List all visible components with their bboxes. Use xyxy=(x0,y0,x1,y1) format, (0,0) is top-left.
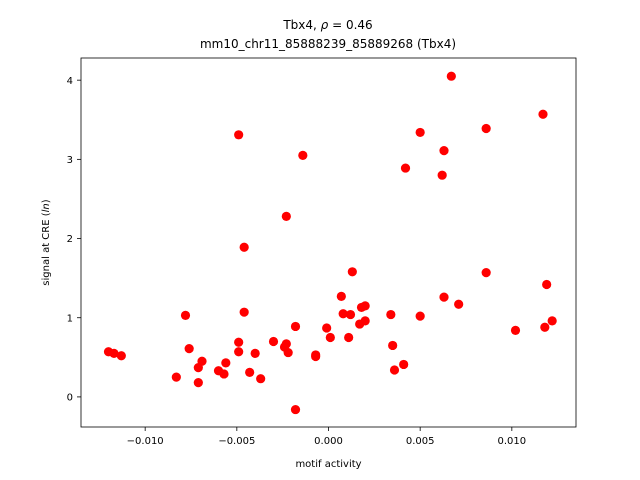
data-point-1 xyxy=(109,348,119,358)
data-point-43 xyxy=(389,365,400,375)
data-point-39 xyxy=(360,301,370,311)
data-point-59 xyxy=(547,316,557,326)
x-axis-label: motif activity xyxy=(295,459,361,470)
data-point-3 xyxy=(171,372,181,382)
data-point-17 xyxy=(245,367,255,377)
plot-frame xyxy=(80,57,577,428)
x-tick-label-4: 0.010 xyxy=(498,436,527,447)
data-point-10 xyxy=(219,369,229,379)
y-tick-label-0: 0 xyxy=(67,393,73,404)
x-tick-label-2: 0.000 xyxy=(314,436,343,447)
data-point-14 xyxy=(234,347,244,357)
data-point-15 xyxy=(239,242,249,252)
chart-title-line1: Tbx4, ρ = 0.46 xyxy=(282,18,372,32)
data-point-7 xyxy=(193,378,203,388)
data-point-36 xyxy=(347,267,357,277)
data-point-58 xyxy=(542,279,552,290)
data-point-25 xyxy=(290,321,301,332)
data-point-2 xyxy=(116,351,126,361)
y-tick-label-1: 1 xyxy=(67,313,73,324)
x-tick-label-0: −0.010 xyxy=(127,436,164,447)
data-point-26 xyxy=(290,404,301,415)
data-point-5 xyxy=(184,344,194,354)
x-axis-ticks: −0.010 −0.005 0.000 0.005 0.010 xyxy=(127,427,526,447)
data-point-51 xyxy=(446,71,456,81)
data-point-12 xyxy=(234,130,244,140)
data-point-49 xyxy=(439,146,449,156)
data-point-23 xyxy=(281,339,291,349)
chart-title-line2: mm10_chr11_85888239_85889268 (Tbx4) xyxy=(200,37,456,51)
data-point-48 xyxy=(437,170,447,180)
data-point-32 xyxy=(336,291,346,301)
data-point-40 xyxy=(360,316,370,326)
data-point-11 xyxy=(221,358,231,368)
data-point-24 xyxy=(283,347,293,358)
data-point-52 xyxy=(454,299,464,309)
data-point-20 xyxy=(268,336,279,347)
data-point-4 xyxy=(180,310,191,320)
chart-title-rho-value: = 0.46 xyxy=(328,18,372,32)
data-point-29 xyxy=(311,351,321,362)
data-point-50 xyxy=(439,292,449,302)
x-tick-label-3: 0.005 xyxy=(406,436,435,447)
data-point-54 xyxy=(481,267,491,278)
data-point-53 xyxy=(481,123,491,134)
y-axis-label: signal at CRE (ln) xyxy=(41,199,52,285)
data-point-45 xyxy=(400,163,411,173)
y-axis-label-close: ) xyxy=(41,199,52,203)
chart-title: Tbx4, ρ = 0.46 mm10_chr11_85888239_85889… xyxy=(200,18,456,51)
data-point-41 xyxy=(386,309,396,320)
y-tick-label-2: 2 xyxy=(67,234,73,245)
data-point-35 xyxy=(345,309,356,320)
scatter-points xyxy=(103,71,557,415)
y-axis-label-text: signal at CRE ( xyxy=(41,212,52,285)
data-point-57 xyxy=(540,322,550,332)
data-point-56 xyxy=(538,109,548,119)
data-point-55 xyxy=(510,325,521,335)
data-point-47 xyxy=(415,311,425,321)
data-point-22 xyxy=(281,211,291,221)
data-point-13 xyxy=(234,337,244,347)
data-point-8 xyxy=(197,356,207,366)
data-point-46 xyxy=(415,127,425,138)
x-tick-label-1: −0.005 xyxy=(218,436,255,447)
chart-title-rho-symbol: ρ xyxy=(321,18,329,32)
data-point-34 xyxy=(344,332,354,343)
data-point-27 xyxy=(298,150,308,160)
data-point-33 xyxy=(338,309,348,319)
y-axis-ticks: 0 1 2 3 4 xyxy=(67,76,81,404)
data-point-31 xyxy=(325,332,335,343)
data-point-30 xyxy=(322,323,332,333)
data-point-42 xyxy=(388,340,398,351)
chart-title-gene: Tbx4, xyxy=(282,18,320,32)
data-point-16 xyxy=(239,307,249,317)
data-point-18 xyxy=(250,348,260,358)
y-axis-label-unit: ln xyxy=(41,203,52,212)
y-tick-label-4: 4 xyxy=(67,76,73,87)
data-point-44 xyxy=(399,359,409,370)
y-tick-label-3: 3 xyxy=(67,155,73,166)
data-point-19 xyxy=(256,374,266,384)
